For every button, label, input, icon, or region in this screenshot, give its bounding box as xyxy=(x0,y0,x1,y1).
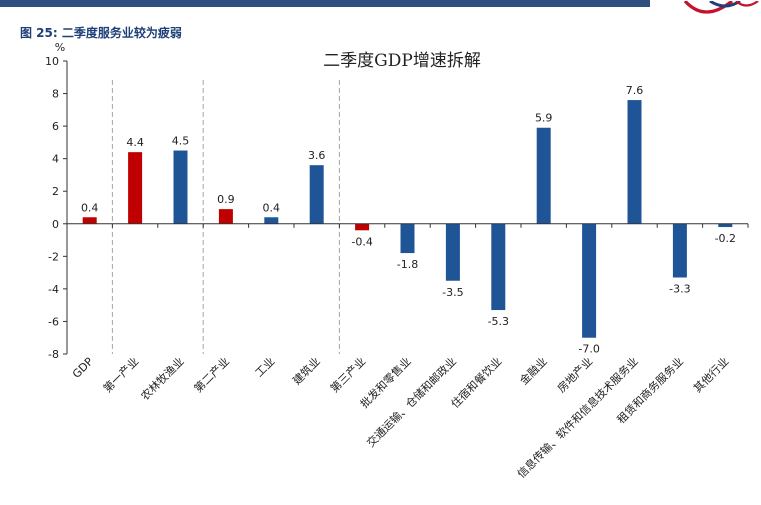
data-label: 0.4 xyxy=(263,201,281,214)
bar xyxy=(82,217,97,224)
figure-label: 图 25: xyxy=(20,26,58,40)
x-tick-label: 第三产业 xyxy=(327,354,368,395)
y-tick-label: -2 xyxy=(48,250,59,263)
y-tick-label: 4 xyxy=(52,153,59,166)
x-tick-label: 工业 xyxy=(253,355,278,380)
y-tick-label: 0 xyxy=(52,218,59,231)
data-label: 4.4 xyxy=(126,136,144,149)
bar xyxy=(672,223,687,278)
bar xyxy=(718,223,733,228)
y-tick-label: 2 xyxy=(52,185,59,198)
bar xyxy=(218,209,233,224)
bar xyxy=(400,223,415,254)
bar xyxy=(445,223,460,281)
bar xyxy=(264,217,279,224)
x-tick-label: 交通运输、仓储和邮政业 xyxy=(364,354,459,449)
data-label: 0.9 xyxy=(217,193,235,206)
data-label: -3.3 xyxy=(669,282,690,295)
y-axis-unit: % xyxy=(55,41,65,54)
data-label: -3.5 xyxy=(442,286,463,299)
y-tick-label: -8 xyxy=(48,348,59,361)
bar xyxy=(355,223,370,231)
x-tick-label: 其他行业 xyxy=(691,355,731,395)
data-label: 3.6 xyxy=(308,149,326,162)
bar xyxy=(491,223,506,311)
bar xyxy=(582,223,597,338)
data-label: -0.2 xyxy=(715,232,736,245)
bar xyxy=(536,127,551,224)
data-label: 0.4 xyxy=(81,201,99,214)
figure-caption: 图 25: 二季度服务业较为疲弱 xyxy=(20,24,182,41)
figure-caption-text: 二季度服务业较为疲弱 xyxy=(61,26,182,40)
y-tick-label: -4 xyxy=(48,283,59,296)
y-tick-label: -6 xyxy=(48,315,59,328)
brand-logo-icon xyxy=(680,0,761,14)
x-tick-label: 农林牧渔业 xyxy=(138,354,187,403)
data-label: 4.5 xyxy=(172,135,190,148)
chart-title: 二季度GDP增速拆解 xyxy=(323,51,481,71)
y-tick-label: 10 xyxy=(45,55,59,68)
x-tick-label: 房地产业 xyxy=(554,354,595,395)
x-tick-label: 金融业 xyxy=(517,354,550,387)
x-tick-label: GDP xyxy=(70,355,96,381)
data-label: 7.6 xyxy=(626,84,644,97)
x-tick-label: 第一产业 xyxy=(100,354,141,395)
data-label: -0.4 xyxy=(351,235,372,248)
data-label: 5.9 xyxy=(535,112,553,125)
y-tick-label: 6 xyxy=(52,120,59,133)
bar xyxy=(627,100,642,224)
bar xyxy=(128,152,143,224)
data-label: -7.0 xyxy=(578,343,599,356)
y-tick-label: 8 xyxy=(52,88,59,101)
header-bar xyxy=(0,0,650,7)
data-label: -1.8 xyxy=(397,258,418,271)
x-tick-label: 建筑业 xyxy=(290,354,323,387)
bar xyxy=(309,165,324,224)
data-label: -5.3 xyxy=(488,315,509,328)
x-tick-label: 第二产业 xyxy=(191,354,232,395)
bar xyxy=(173,150,188,224)
